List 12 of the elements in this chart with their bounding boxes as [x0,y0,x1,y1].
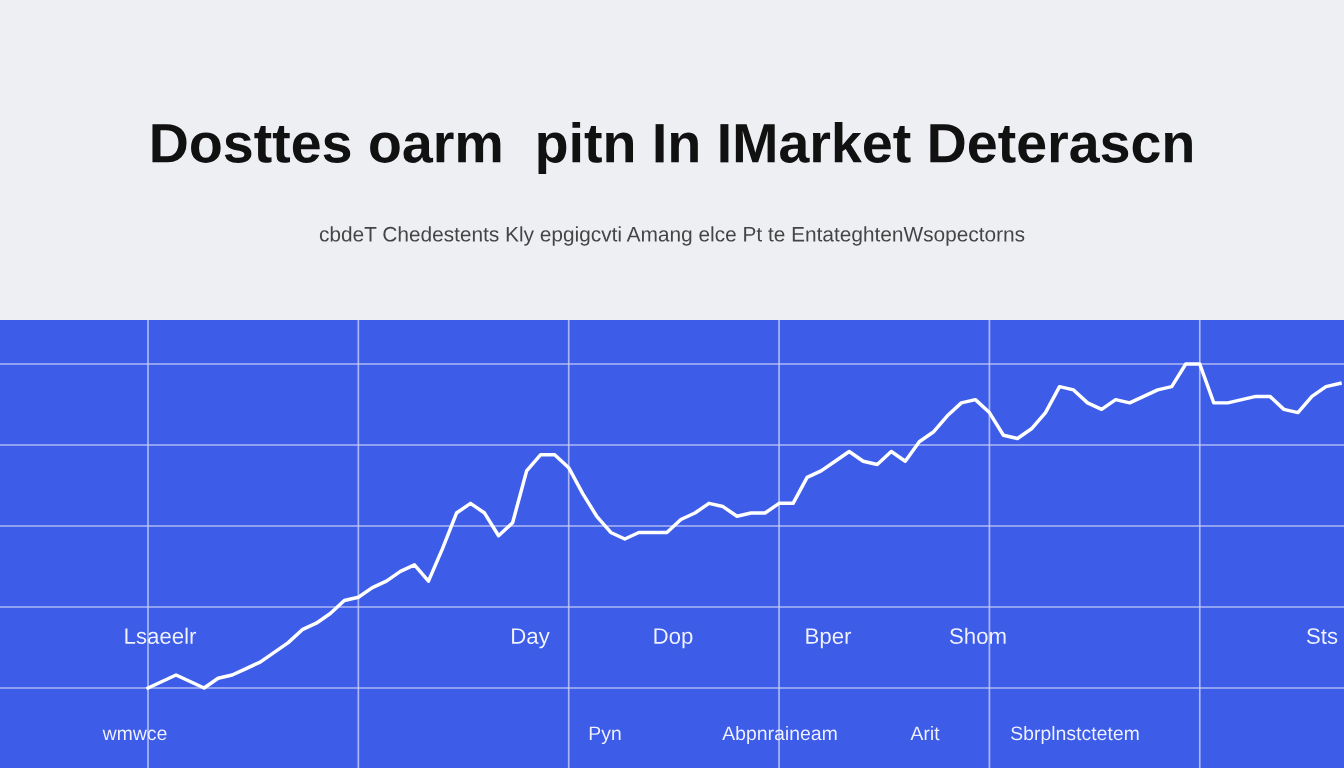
annotation: Sts [1306,628,1338,644]
text: wmwce [102,729,167,741]
annotation: Bper [806,628,852,649]
text: Pyn [589,726,621,745]
annotation: Day [512,628,550,649]
text: Abpnraineam [722,725,837,745]
annotation: Dop [654,628,693,649]
annotation: Lsaeelr [125,627,197,644]
text: Arit [910,725,940,741]
chart-title: Dosttes oarm pitn In IMarket Deterascn [152,122,1192,174]
chart-subtitle: cbdeT Chedestents Kly epgigcvti Amang elce Pt te EntateghtenWsopectorns [319,226,1025,246]
text: Sbrplnstctetem [1011,725,1139,745]
